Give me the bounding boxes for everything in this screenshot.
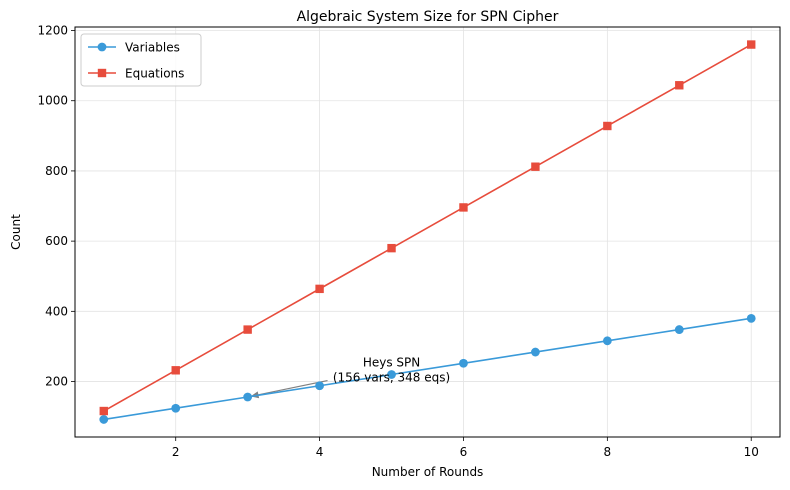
data-point-equations xyxy=(675,81,684,90)
data-point-variables xyxy=(387,370,396,379)
data-point-equations xyxy=(603,121,612,131)
x-tick-label: 4 xyxy=(316,445,324,459)
legend-label: Variables xyxy=(125,41,180,55)
y-axis-label: Count xyxy=(9,214,23,250)
series-line-variables xyxy=(103,317,752,421)
x-tick-label: 2 xyxy=(172,445,180,459)
data-point-variables xyxy=(459,358,468,368)
annotation: Heys SPN(156 vars, 348 eqs) xyxy=(333,356,450,385)
x-tick-label: 10 xyxy=(744,445,759,459)
series-variables xyxy=(99,313,756,424)
x-tick-label: 8 xyxy=(604,445,612,459)
x-tick-label: 6 xyxy=(460,445,468,459)
tick-layer: 2 4 6 8 10 200 400 600 800 1000 1200 xyxy=(37,24,758,459)
series-layer xyxy=(99,40,756,424)
data-point-variables xyxy=(746,313,756,323)
data-point-equations xyxy=(459,203,468,212)
data-point-equations xyxy=(99,406,108,416)
annotation-text-line: Heys SPN xyxy=(363,356,420,370)
x-axis-label: Number of Rounds xyxy=(372,465,484,479)
data-point-equations xyxy=(531,162,540,171)
data-point-variables xyxy=(99,415,109,424)
chart-title: Algebraic System Size for SPN Cipher xyxy=(297,9,559,25)
y-tick-label: 400 xyxy=(45,304,68,318)
legend-item-equations: Equations xyxy=(88,67,184,81)
data-point-variables xyxy=(315,381,324,391)
legend-marker xyxy=(97,42,107,52)
data-point-variables xyxy=(602,336,612,346)
data-point-equations xyxy=(243,325,252,334)
data-point-variables xyxy=(531,347,540,357)
grid-layer xyxy=(75,27,780,437)
data-point-equations xyxy=(171,366,180,375)
y-tick-label: 600 xyxy=(45,234,68,248)
y-tick-label: 800 xyxy=(45,164,68,178)
data-point-variables xyxy=(674,325,684,334)
y-tick-label: 1000 xyxy=(37,94,68,108)
series-line-equations xyxy=(103,43,752,412)
plot-frame xyxy=(74,26,781,438)
legend: Variables Equations xyxy=(80,33,202,87)
y-tick-label: 1200 xyxy=(37,24,68,38)
series-equations xyxy=(99,40,756,416)
legend-label: Equations xyxy=(125,67,184,81)
data-point-variables xyxy=(243,392,253,402)
legend-marker xyxy=(97,68,107,78)
data-point-variables xyxy=(171,403,181,413)
data-point-equations xyxy=(315,284,324,294)
legend-item-variables: Variables xyxy=(88,41,180,55)
annotation-text-line: (156 vars, 348 eqs) xyxy=(333,371,450,385)
data-point-equations xyxy=(387,243,396,253)
y-tick-label: 200 xyxy=(45,375,68,389)
data-point-equations xyxy=(747,40,756,49)
